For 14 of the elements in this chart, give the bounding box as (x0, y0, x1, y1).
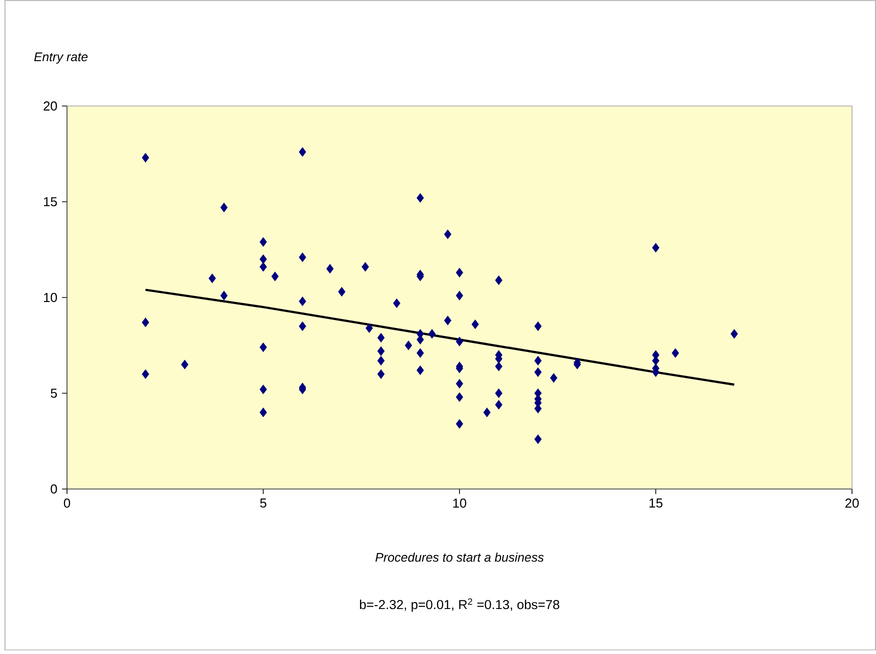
x-tick-label: 15 (650, 498, 662, 508)
y-tick-label: 20 (44, 101, 57, 111)
line-series (144, 288, 736, 386)
x-tick-label: 5 (260, 498, 266, 508)
x-axis-title: Procedures to start a business (375, 552, 544, 562)
x-tick-label: 0 (64, 498, 70, 508)
y-tick-label: 10 (44, 292, 57, 302)
x-tick-label: 20 (845, 498, 859, 508)
text: b=-2.32, p=0.01, R$^{2}$ =0.13, obs=78 (360, 598, 560, 612)
y-tick-label: 0 (50, 484, 57, 494)
y-tick-label: 15 (44, 197, 57, 206)
x-tick-label: 10 (453, 498, 466, 508)
y-tick-label: 5 (50, 388, 57, 398)
y-axis-title: Entry rate (34, 52, 88, 64)
